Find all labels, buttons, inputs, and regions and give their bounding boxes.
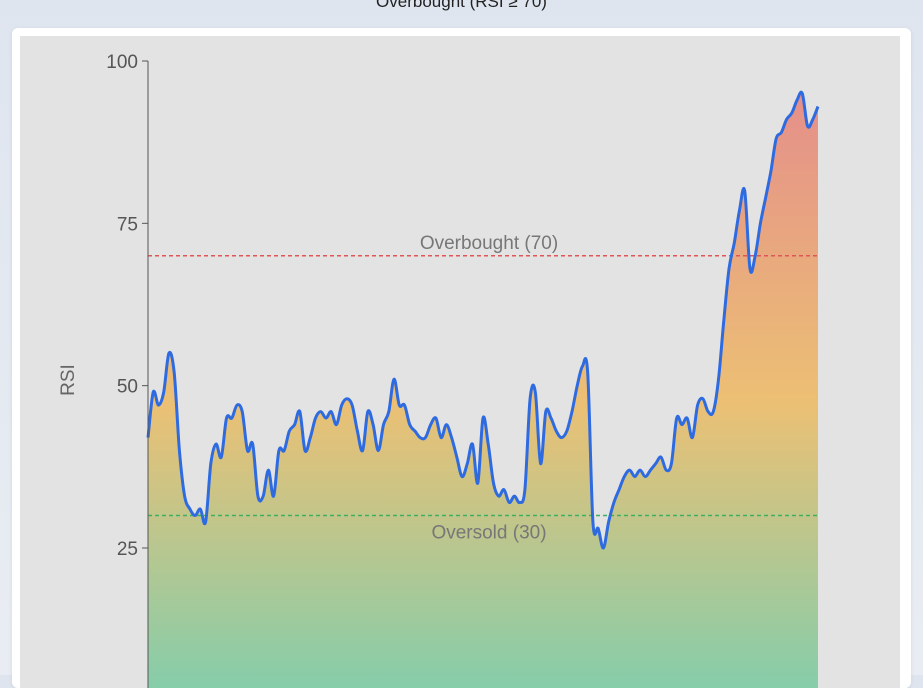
chart-title-partial: Overbought (RSI ≥ 70) xyxy=(376,0,547,11)
rsi-area-fill xyxy=(148,92,818,688)
y-axis-label: RSI xyxy=(58,364,79,396)
rsi-chart: Overbought (70) Oversold (30) 25 50 75 100 R… xyxy=(20,36,900,688)
y-tick-label: 75 xyxy=(117,214,138,235)
y-tick-label: 25 xyxy=(117,539,138,560)
rsi-line xyxy=(146,90,820,550)
y-tick-label: 100 xyxy=(106,52,138,73)
chart-card: Overbought (70) Oversold (30) 25 50 75 100 R… xyxy=(12,28,911,688)
y-tick-label: 50 xyxy=(117,377,138,398)
overbought-label: Overbought (70) xyxy=(420,233,558,254)
oversold-label: Oversold (30) xyxy=(431,523,546,544)
